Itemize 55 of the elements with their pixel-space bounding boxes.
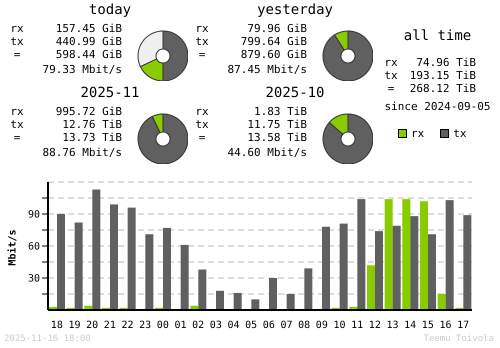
chart-title: today	[88, 2, 132, 18]
text: = 598.44 GiB	[14, 48, 122, 61]
text: rx 157.45 GiB	[10, 22, 122, 35]
text: 88.76 Mbit/s	[42, 146, 122, 159]
x-tick-label: 20	[86, 320, 98, 331]
text: rx 79.96 GiB	[195, 22, 307, 35]
text: tx 193.15 TiB	[384, 69, 476, 82]
chart-title: yesterday	[256, 2, 334, 18]
text: 87.45 Mbit/s	[226, 63, 307, 76]
text: = 268.12 TiB	[388, 82, 476, 95]
x-tick-label: 04	[227, 320, 240, 331]
chart-title: 2025-11	[79, 85, 140, 101]
legend-label: tx	[453, 127, 466, 140]
x-tick-label: 13	[386, 320, 399, 331]
x-tick-label: 18	[50, 320, 63, 331]
x-tick-label: 22	[121, 320, 134, 331]
x-tick-label: 15	[422, 320, 434, 331]
text: rx 995.72 GiB	[10, 105, 122, 118]
y-tick-label: 60	[28, 242, 40, 253]
x-tick-label: 00	[156, 320, 169, 331]
x-tick-label: 12	[368, 320, 381, 331]
x-tick-label: 08	[298, 320, 310, 331]
x-tick-label: 06	[262, 320, 275, 331]
text: 44.60 Mbit/s	[226, 146, 307, 159]
text: = 13.58 TiB	[198, 131, 307, 144]
x-tick-label: 07	[280, 320, 293, 331]
text: 79.33 Mbit/s	[42, 63, 122, 76]
x-tick-label: 17	[457, 320, 470, 331]
text: all time	[402, 28, 472, 44]
x-tick-label: 09	[316, 320, 328, 331]
x-tick-label: 05	[245, 320, 258, 331]
text: since 2024-09-05	[384, 100, 492, 113]
text: tx 12.76 TiB	[10, 118, 122, 131]
x-tick-label: 19	[68, 320, 81, 331]
text: rx 74.96 TiB	[384, 56, 476, 69]
y-tick-label: 90	[28, 210, 40, 221]
text: rx 1.83 TiB	[195, 105, 307, 118]
x-tick-label: 16	[439, 320, 452, 331]
text: = 879.60 GiB	[198, 48, 307, 61]
y-axis-title: Mbit/s	[8, 228, 18, 268]
text: = 13.73 TiB	[14, 131, 122, 144]
x-tick-label: 14	[404, 320, 416, 331]
text: tx 440.99 GiB	[10, 35, 122, 48]
y-tick-label: 30	[28, 274, 40, 285]
x-tick-label: 21	[104, 320, 116, 331]
x-tick-label: 02	[192, 320, 204, 331]
legend-label: rx	[411, 127, 424, 140]
text: tx 11.75 TiB	[195, 118, 307, 131]
x-tick-label: 03	[210, 320, 222, 331]
x-tick-label: 01	[174, 320, 187, 331]
x-tick-label: 23	[139, 320, 152, 331]
x-tick-label: 10	[333, 320, 346, 331]
text: tx 799.64 GiB	[195, 35, 307, 48]
x-tick-label: 11	[351, 320, 364, 331]
chart-title: 2025-10	[264, 85, 326, 101]
